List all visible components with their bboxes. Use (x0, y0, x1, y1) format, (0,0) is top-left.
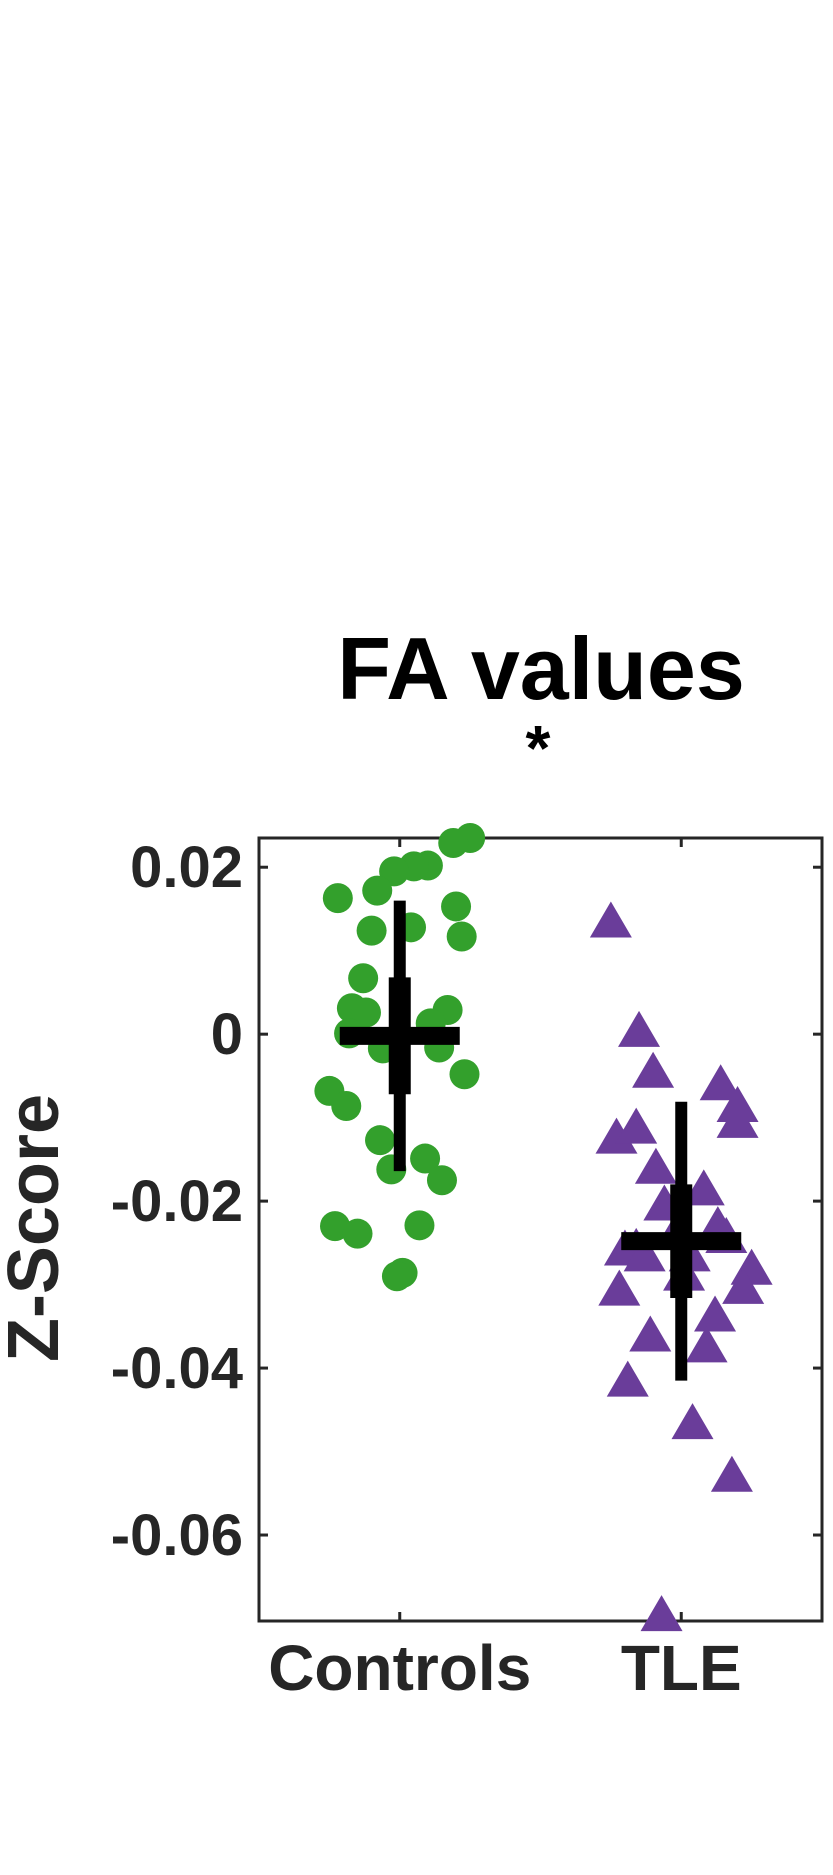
point (710, 1455, 753, 1492)
chart-title: FA values (337, 619, 745, 718)
point (699, 1064, 742, 1101)
point (640, 1595, 683, 1632)
y-tick-label: -0.02 (111, 1169, 243, 1234)
point (350, 997, 381, 1028)
point (381, 1261, 412, 1292)
point (615, 1107, 658, 1144)
point (441, 891, 472, 922)
point (426, 1165, 457, 1196)
y-tick-label: 0.02 (130, 835, 243, 900)
point (671, 1403, 714, 1440)
point (606, 1360, 649, 1397)
point (348, 963, 379, 994)
point (685, 1326, 728, 1363)
point (356, 915, 387, 946)
point (446, 921, 477, 952)
point (320, 1211, 351, 1242)
point (365, 1125, 396, 1156)
point (331, 1090, 362, 1121)
point (589, 901, 632, 938)
y-tick-label: -0.06 (111, 1503, 243, 1568)
point (404, 1210, 435, 1241)
annotation: * (526, 712, 551, 784)
point (438, 828, 469, 859)
y-axis-label: Z-Score (0, 1094, 74, 1362)
point (623, 1235, 666, 1272)
point (342, 1218, 373, 1249)
plot-frame (257, 836, 824, 1623)
x-tick-label: Controls (268, 1632, 531, 1704)
point (618, 1010, 661, 1047)
point (322, 883, 353, 914)
point (634, 1147, 677, 1184)
point (598, 1269, 641, 1306)
point (379, 856, 410, 887)
point (632, 1051, 675, 1088)
point (722, 1267, 765, 1304)
y-tick-label: -0.04 (111, 1336, 243, 1401)
point (694, 1295, 737, 1332)
point (682, 1169, 725, 1206)
y-tick-label: 0 (211, 1002, 243, 1067)
point (595, 1117, 638, 1154)
point (629, 1315, 672, 1352)
point (410, 1143, 441, 1174)
point (716, 1101, 759, 1138)
point (449, 1059, 480, 1090)
x-tick-label: TLE (621, 1632, 742, 1704)
point (362, 875, 393, 906)
